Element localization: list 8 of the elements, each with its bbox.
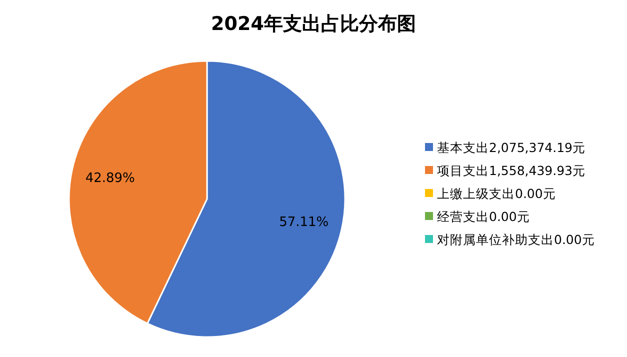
data-label: 42.89% [85, 170, 135, 186]
legend-label: 基本支出2,075,374.19元 [437, 140, 586, 155]
legend-label: 项目支出1,558,439.93元 [437, 163, 586, 178]
legend-label: 经营支出0.00元 [437, 209, 530, 224]
data-label: 57.11% [279, 215, 329, 230]
legend-label: 对附属单位补助支出0.00元 [437, 232, 595, 247]
legend-label: 上缴上级支出0.00元 [437, 186, 556, 201]
chart-title: 2024年支出占比分布图 [211, 13, 416, 35]
